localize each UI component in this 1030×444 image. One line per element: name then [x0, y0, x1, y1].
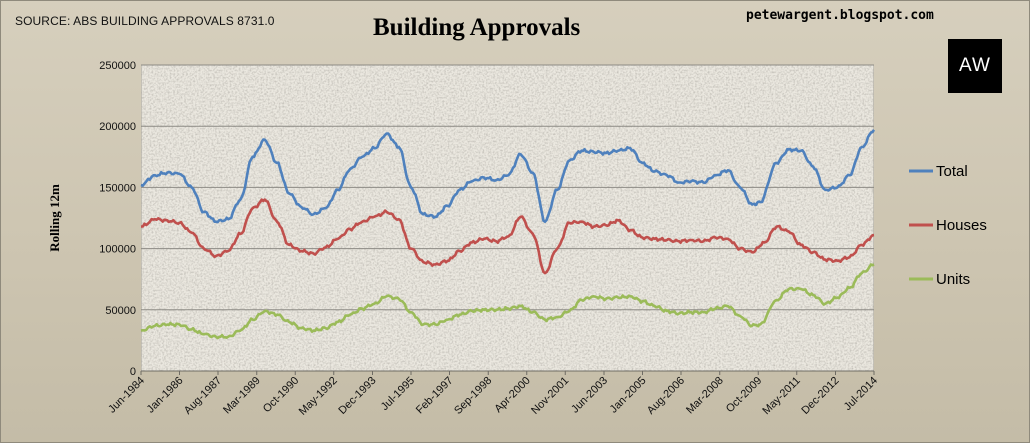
x-tick-label: May-1992: [297, 375, 340, 418]
x-tick-label: Jun-1984: [106, 375, 147, 416]
series-line-units: [140, 263, 875, 340]
chart-title: Building Approvals: [373, 14, 581, 41]
x-tick-label: Dec-2012: [799, 375, 841, 417]
legend-label-total: Total: [936, 163, 968, 180]
x-tick-label: Apr-2000: [492, 375, 532, 415]
x-tick-label: Mar-2008: [684, 375, 726, 417]
x-tick-label: Mar-1989: [221, 375, 263, 417]
blog-url: petewargent.blogspot.com: [746, 8, 934, 23]
legend-label-houses: Houses: [936, 217, 987, 234]
series-line-houses: [140, 198, 875, 275]
y-tick-label: 50000: [105, 305, 136, 317]
x-tick-label: Nov-2001: [529, 375, 571, 417]
x-tick-label: Jan-2005: [608, 375, 649, 416]
x-tick-label: May-2011: [760, 375, 803, 418]
x-tick-label: Jun-2003: [569, 375, 610, 416]
source-label: SOURCE: ABS BUILDING APPROVALS 8731.0: [15, 14, 275, 28]
x-tick-label: Aug-2006: [645, 375, 687, 417]
x-tick-label: Jul-1995: [379, 375, 417, 413]
x-tick-label: Oct-1990: [261, 375, 301, 415]
x-tick-label: Jan-1986: [145, 375, 186, 416]
x-tick-label: Dec-1993: [336, 375, 378, 417]
legend: Total Houses Units: [909, 163, 987, 288]
y-tick-label: 150000: [99, 182, 136, 194]
series-line-total: [140, 129, 876, 224]
y-tick-label: 0: [130, 366, 136, 378]
grid-lines: [141, 64, 874, 372]
x-tick-label: Aug-1987: [182, 375, 224, 417]
x-tick-label: Sep-1998: [452, 375, 494, 417]
x-tick-label: Jul-2014: [842, 375, 880, 413]
y-tick-label: 200000: [99, 121, 136, 133]
logo-text: AW: [959, 55, 991, 76]
y-tick-label: 100000: [99, 244, 136, 256]
legend-label-units: Units: [936, 271, 970, 288]
series-lines: [140, 129, 876, 340]
y-axis-label: Rolling 12m: [47, 184, 62, 252]
y-axis-ticks: 0 50000 100000 150000 200000 250000: [99, 60, 136, 378]
y-tick-label: 250000: [99, 60, 136, 72]
aw-logo: AW: [948, 39, 1002, 93]
x-tick-label: Oct-2009: [724, 375, 764, 415]
x-axis-ticks: Jun-1984Jan-1986Aug-1987Mar-1989Oct-1990…: [106, 371, 880, 418]
x-tick-label: Feb-1997: [414, 375, 456, 417]
plot-area: [140, 64, 875, 372]
